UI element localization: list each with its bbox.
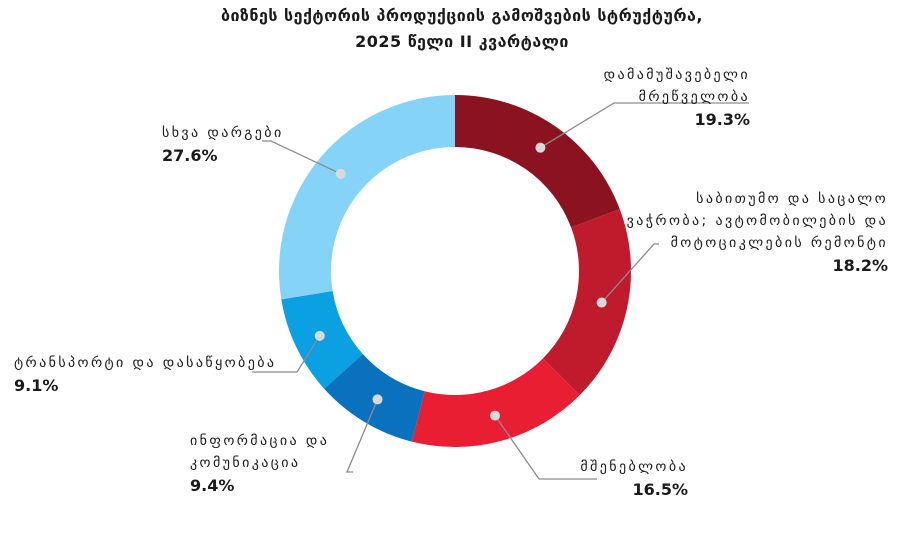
slice-trade	[542, 209, 632, 396]
label-trade-pct: 18.2%	[832, 256, 888, 275]
leader-dot-trade	[596, 297, 607, 308]
label-trade-line2: ვაჭრობა; ავტომობილების და	[626, 213, 888, 229]
label-trade-line3: მოტოციკლების რემონტი	[670, 235, 888, 251]
label-manufacturing-line1: დამამუშავებელი	[603, 67, 750, 83]
label-ict-line2: კომუნიკაცია	[190, 455, 301, 471]
label-manufacturing: დამამუშავებელი მრეწველობა 19.3%	[604, 64, 750, 132]
slice-manufacturing	[455, 95, 620, 228]
label-construction-line1: მშენებლობა	[580, 459, 688, 475]
leader-line-transport	[252, 335, 321, 373]
slice-construction	[411, 358, 580, 447]
label-ict-line1: ინფორმაცია და	[190, 433, 330, 449]
label-other: სხვა დარგები 27.6%	[162, 122, 284, 168]
label-ict: ინფორმაცია და კომუნიკაცია 9.4%	[190, 430, 329, 498]
label-ict-pct: 9.4%	[190, 476, 235, 495]
leader-dot-ict	[372, 394, 383, 405]
label-other-pct: 27.6%	[162, 146, 218, 165]
label-construction: მშენებლობა 16.5%	[580, 456, 688, 502]
leader-line-construction	[494, 415, 597, 480]
label-trade: საბითუმო და საცალო ვაჭრობა; ავტომობილები…	[627, 188, 888, 278]
label-construction-pct: 16.5%	[632, 480, 688, 499]
leader-line-other	[262, 140, 341, 175]
label-transport-pct: 9.1%	[14, 376, 59, 395]
label-trade-line1: საბითუმო და საცალო	[696, 191, 888, 207]
leader-dot-manufacturing	[535, 142, 546, 153]
label-manufacturing-line2: მრეწველობა	[638, 89, 750, 105]
leader-dot-transport	[314, 330, 325, 341]
label-transport-line1: ტრანსპორტი და დასაწყობება	[14, 355, 277, 371]
leader-line-trade	[601, 243, 659, 303]
leader-line-ict	[346, 399, 379, 473]
chart-title-line2: 2025 წელი II კვარტალი	[355, 32, 569, 51]
label-manufacturing-pct: 19.3%	[694, 110, 750, 129]
leader-line-manufacturing	[540, 102, 749, 149]
chart-title-line1: ბიზნეს სექტორის პროდუქციის გამოშვების სტ…	[221, 6, 703, 25]
leader-dot-construction	[489, 410, 500, 421]
slice-other	[279, 95, 455, 300]
label-transport: ტრანსპორტი და დასაწყობება 9.1%	[14, 352, 276, 398]
leader-dot-other	[335, 168, 346, 179]
label-other-line1: სხვა დარგები	[162, 125, 284, 141]
